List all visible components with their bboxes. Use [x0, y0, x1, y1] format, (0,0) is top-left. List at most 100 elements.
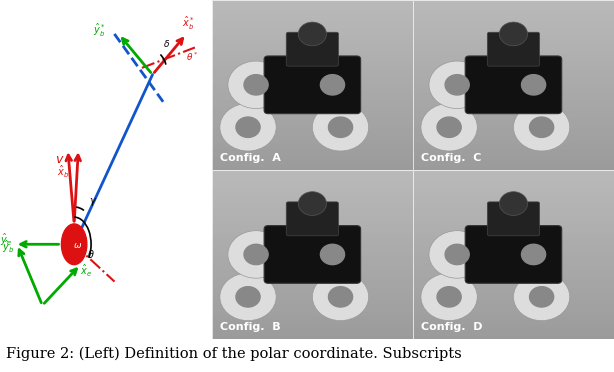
FancyBboxPatch shape [264, 225, 360, 283]
Bar [212, 17, 413, 21]
Bar [413, 332, 614, 336]
Circle shape [61, 224, 87, 264]
Bar [413, 45, 614, 48]
Bar [413, 69, 614, 73]
Bar [212, 305, 413, 308]
Bar [212, 132, 413, 135]
Bar [413, 170, 614, 173]
Bar [212, 187, 413, 190]
Bar [413, 80, 614, 83]
Circle shape [499, 22, 527, 46]
FancyBboxPatch shape [264, 56, 360, 114]
Bar [212, 232, 413, 235]
Bar [212, 80, 413, 83]
Bar [413, 277, 614, 280]
Bar [413, 232, 614, 235]
Bar [413, 159, 614, 163]
Bar [413, 194, 614, 197]
FancyBboxPatch shape [286, 202, 338, 236]
Bar [212, 194, 413, 197]
Bar [413, 121, 614, 125]
Bar [212, 97, 413, 100]
Bar [413, 287, 614, 291]
Bar [413, 294, 614, 298]
Bar [212, 256, 413, 260]
Circle shape [236, 117, 260, 137]
Text: $v$: $v$ [55, 153, 64, 166]
Text: $\hat{y}_b^*$: $\hat{y}_b^*$ [93, 22, 106, 39]
Bar [212, 270, 413, 273]
Bar [413, 138, 614, 142]
Bar [212, 114, 413, 118]
Circle shape [228, 61, 284, 109]
Bar [413, 218, 614, 222]
Bar [212, 76, 413, 80]
Bar [212, 118, 413, 121]
Bar [413, 7, 614, 10]
Bar [413, 273, 614, 277]
Circle shape [505, 231, 562, 278]
Bar [413, 222, 614, 225]
Bar [413, 107, 614, 111]
Bar [413, 104, 614, 107]
Bar [212, 277, 413, 280]
Circle shape [321, 244, 344, 264]
Bar [212, 121, 413, 125]
Bar [413, 256, 614, 260]
Bar [212, 0, 413, 3]
Bar [413, 93, 614, 97]
Bar [413, 180, 614, 183]
Circle shape [313, 273, 368, 321]
Bar [212, 135, 413, 138]
Bar [413, 336, 614, 339]
Bar [413, 97, 614, 100]
Bar [413, 76, 614, 80]
Bar [212, 336, 413, 339]
Bar [413, 17, 614, 21]
Bar [413, 270, 614, 273]
Bar [413, 312, 614, 315]
Text: Figure 2: (Left) Definition of the polar coordinate. Subscripts: Figure 2: (Left) Definition of the polar… [6, 347, 462, 361]
FancyBboxPatch shape [465, 225, 562, 283]
Bar [212, 69, 413, 73]
Circle shape [521, 75, 546, 95]
Bar [413, 55, 614, 59]
Bar [413, 3, 614, 7]
Bar [212, 215, 413, 218]
Bar [212, 128, 413, 132]
Bar [212, 170, 413, 173]
Bar [413, 260, 614, 263]
Bar [212, 294, 413, 298]
Text: $\theta$: $\theta$ [87, 248, 95, 260]
Circle shape [499, 192, 527, 215]
Bar [212, 31, 413, 35]
Bar [212, 90, 413, 93]
Bar [212, 263, 413, 267]
Bar [413, 35, 614, 38]
FancyBboxPatch shape [286, 32, 338, 66]
Bar [212, 87, 413, 90]
Bar [212, 201, 413, 204]
Bar [212, 28, 413, 31]
Bar [413, 83, 614, 87]
Bar [413, 149, 614, 152]
Circle shape [445, 244, 469, 264]
Bar [212, 298, 413, 301]
Bar [212, 142, 413, 145]
Bar [413, 24, 614, 28]
Bar [413, 177, 614, 180]
Text: $\hat{x}_e$: $\hat{x}_e$ [80, 263, 93, 279]
Bar [212, 138, 413, 142]
Bar [212, 52, 413, 55]
Circle shape [437, 117, 461, 137]
Bar [413, 163, 614, 166]
Circle shape [236, 287, 260, 307]
Bar [413, 305, 614, 308]
Bar [212, 3, 413, 7]
Bar [413, 204, 614, 208]
Circle shape [313, 103, 368, 151]
Circle shape [244, 244, 268, 264]
Circle shape [220, 103, 276, 151]
Bar [212, 225, 413, 228]
Bar [413, 201, 614, 204]
